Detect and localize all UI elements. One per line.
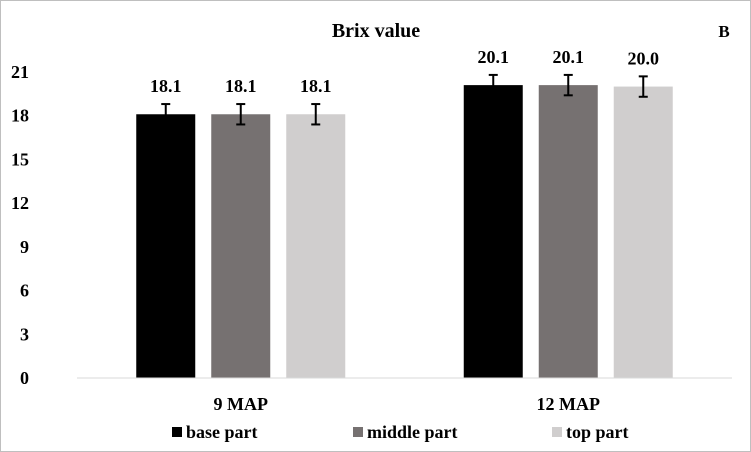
legend-item: top part xyxy=(552,422,629,442)
bar-top-part xyxy=(286,114,346,378)
bar-base-part xyxy=(463,85,523,378)
data-label: 18.1 xyxy=(150,76,182,96)
data-label: 18.1 xyxy=(300,76,332,96)
legend-swatch xyxy=(552,427,562,437)
bar-middle-part xyxy=(211,114,271,378)
chart-title: Brix value xyxy=(332,20,420,42)
legend-item: middle part xyxy=(353,422,458,442)
y-tick-label: 6 xyxy=(20,281,29,301)
legend-item: base part xyxy=(172,422,258,442)
y-tick-label: 0 xyxy=(20,368,29,388)
legend-swatch xyxy=(172,427,182,437)
y-tick-label: 15 xyxy=(11,149,29,169)
bar-top-part xyxy=(613,86,673,379)
plot-area: 18.1 18.1 18.1 20.1 20.1 20.0 xyxy=(136,47,673,379)
y-tick-label: 9 xyxy=(20,237,29,257)
legend: base part middle part top part xyxy=(172,422,629,442)
x-tick-label: 9 MAP xyxy=(214,394,268,414)
legend-swatch xyxy=(353,427,363,437)
y-axis: 0 3 6 9 12 15 18 21 xyxy=(11,62,29,388)
y-tick-label: 12 xyxy=(11,193,29,213)
error-bar xyxy=(236,103,246,126)
bar-base-part xyxy=(136,114,196,378)
data-label: 20.1 xyxy=(553,47,585,67)
data-label: 20.0 xyxy=(628,48,660,68)
bar-middle-part xyxy=(538,85,598,378)
data-label: 18.1 xyxy=(225,76,257,96)
error-bar xyxy=(638,75,648,98)
data-label: 20.1 xyxy=(478,47,510,67)
panel-label: B xyxy=(718,22,729,41)
legend-label: middle part xyxy=(367,422,458,442)
y-tick-label: 18 xyxy=(11,106,29,126)
error-bar xyxy=(488,73,498,97)
y-tick-label: 3 xyxy=(20,324,29,344)
x-tick-label: 12 MAP xyxy=(537,394,600,414)
x-axis: 9 MAP 12 MAP xyxy=(214,394,600,414)
error-bar xyxy=(563,73,573,97)
legend-label: top part xyxy=(566,422,629,442)
legend-label: base part xyxy=(186,422,258,442)
error-bar xyxy=(161,103,171,126)
error-bar xyxy=(311,103,321,126)
y-tick-label: 21 xyxy=(11,62,29,82)
